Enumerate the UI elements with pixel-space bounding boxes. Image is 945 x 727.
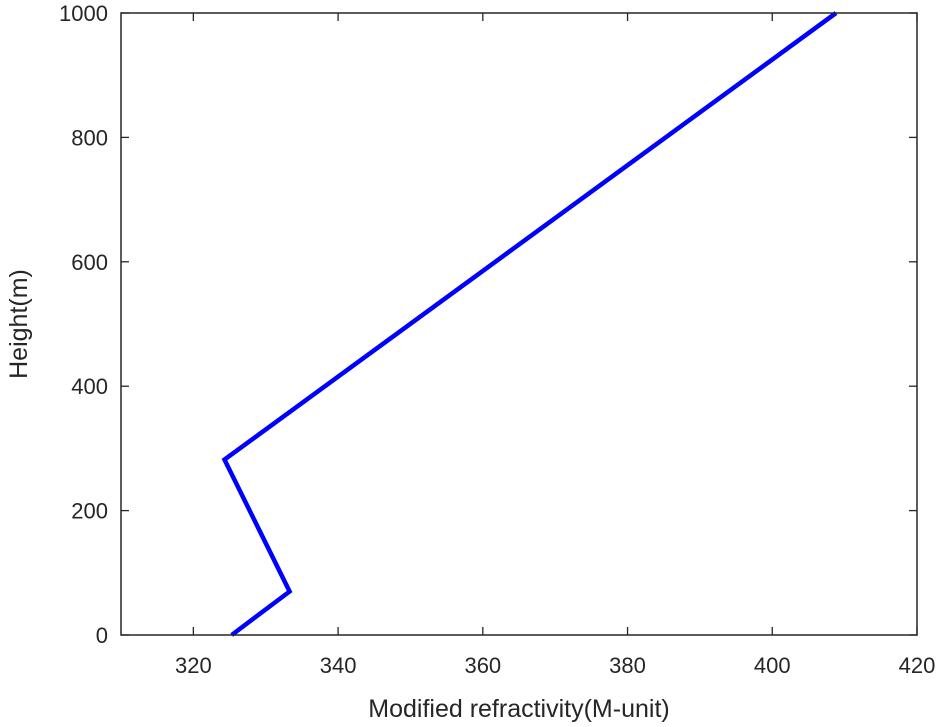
x-tick-labels: 320 340 360 380 400 420 <box>175 653 935 678</box>
x-tick-label: 380 <box>609 653 646 678</box>
x-tick-label: 400 <box>754 653 791 678</box>
y-tick-labels: 0 200 400 600 800 1000 <box>59 1 108 648</box>
series-line <box>221 11 838 637</box>
axis-ticks <box>121 12 918 636</box>
x-tick-label: 420 <box>899 653 936 678</box>
x-tick-label: 360 <box>464 653 501 678</box>
y-tick-label: 800 <box>71 125 108 150</box>
y-tick-label: 1000 <box>59 1 108 26</box>
x-tick-label: 320 <box>175 653 212 678</box>
series-layer <box>221 11 838 637</box>
x-axis-label: Modified refractivity(M-unit) <box>368 695 669 723</box>
y-tick-label: 400 <box>71 374 108 399</box>
y-tick-label: 200 <box>71 499 108 524</box>
plot-frame <box>120 12 918 636</box>
y-tick-label: 600 <box>71 250 108 275</box>
x-tick-label: 340 <box>320 653 357 678</box>
y-axis-label: Height(m) <box>5 269 33 379</box>
y-tick-label: 0 <box>96 623 108 648</box>
